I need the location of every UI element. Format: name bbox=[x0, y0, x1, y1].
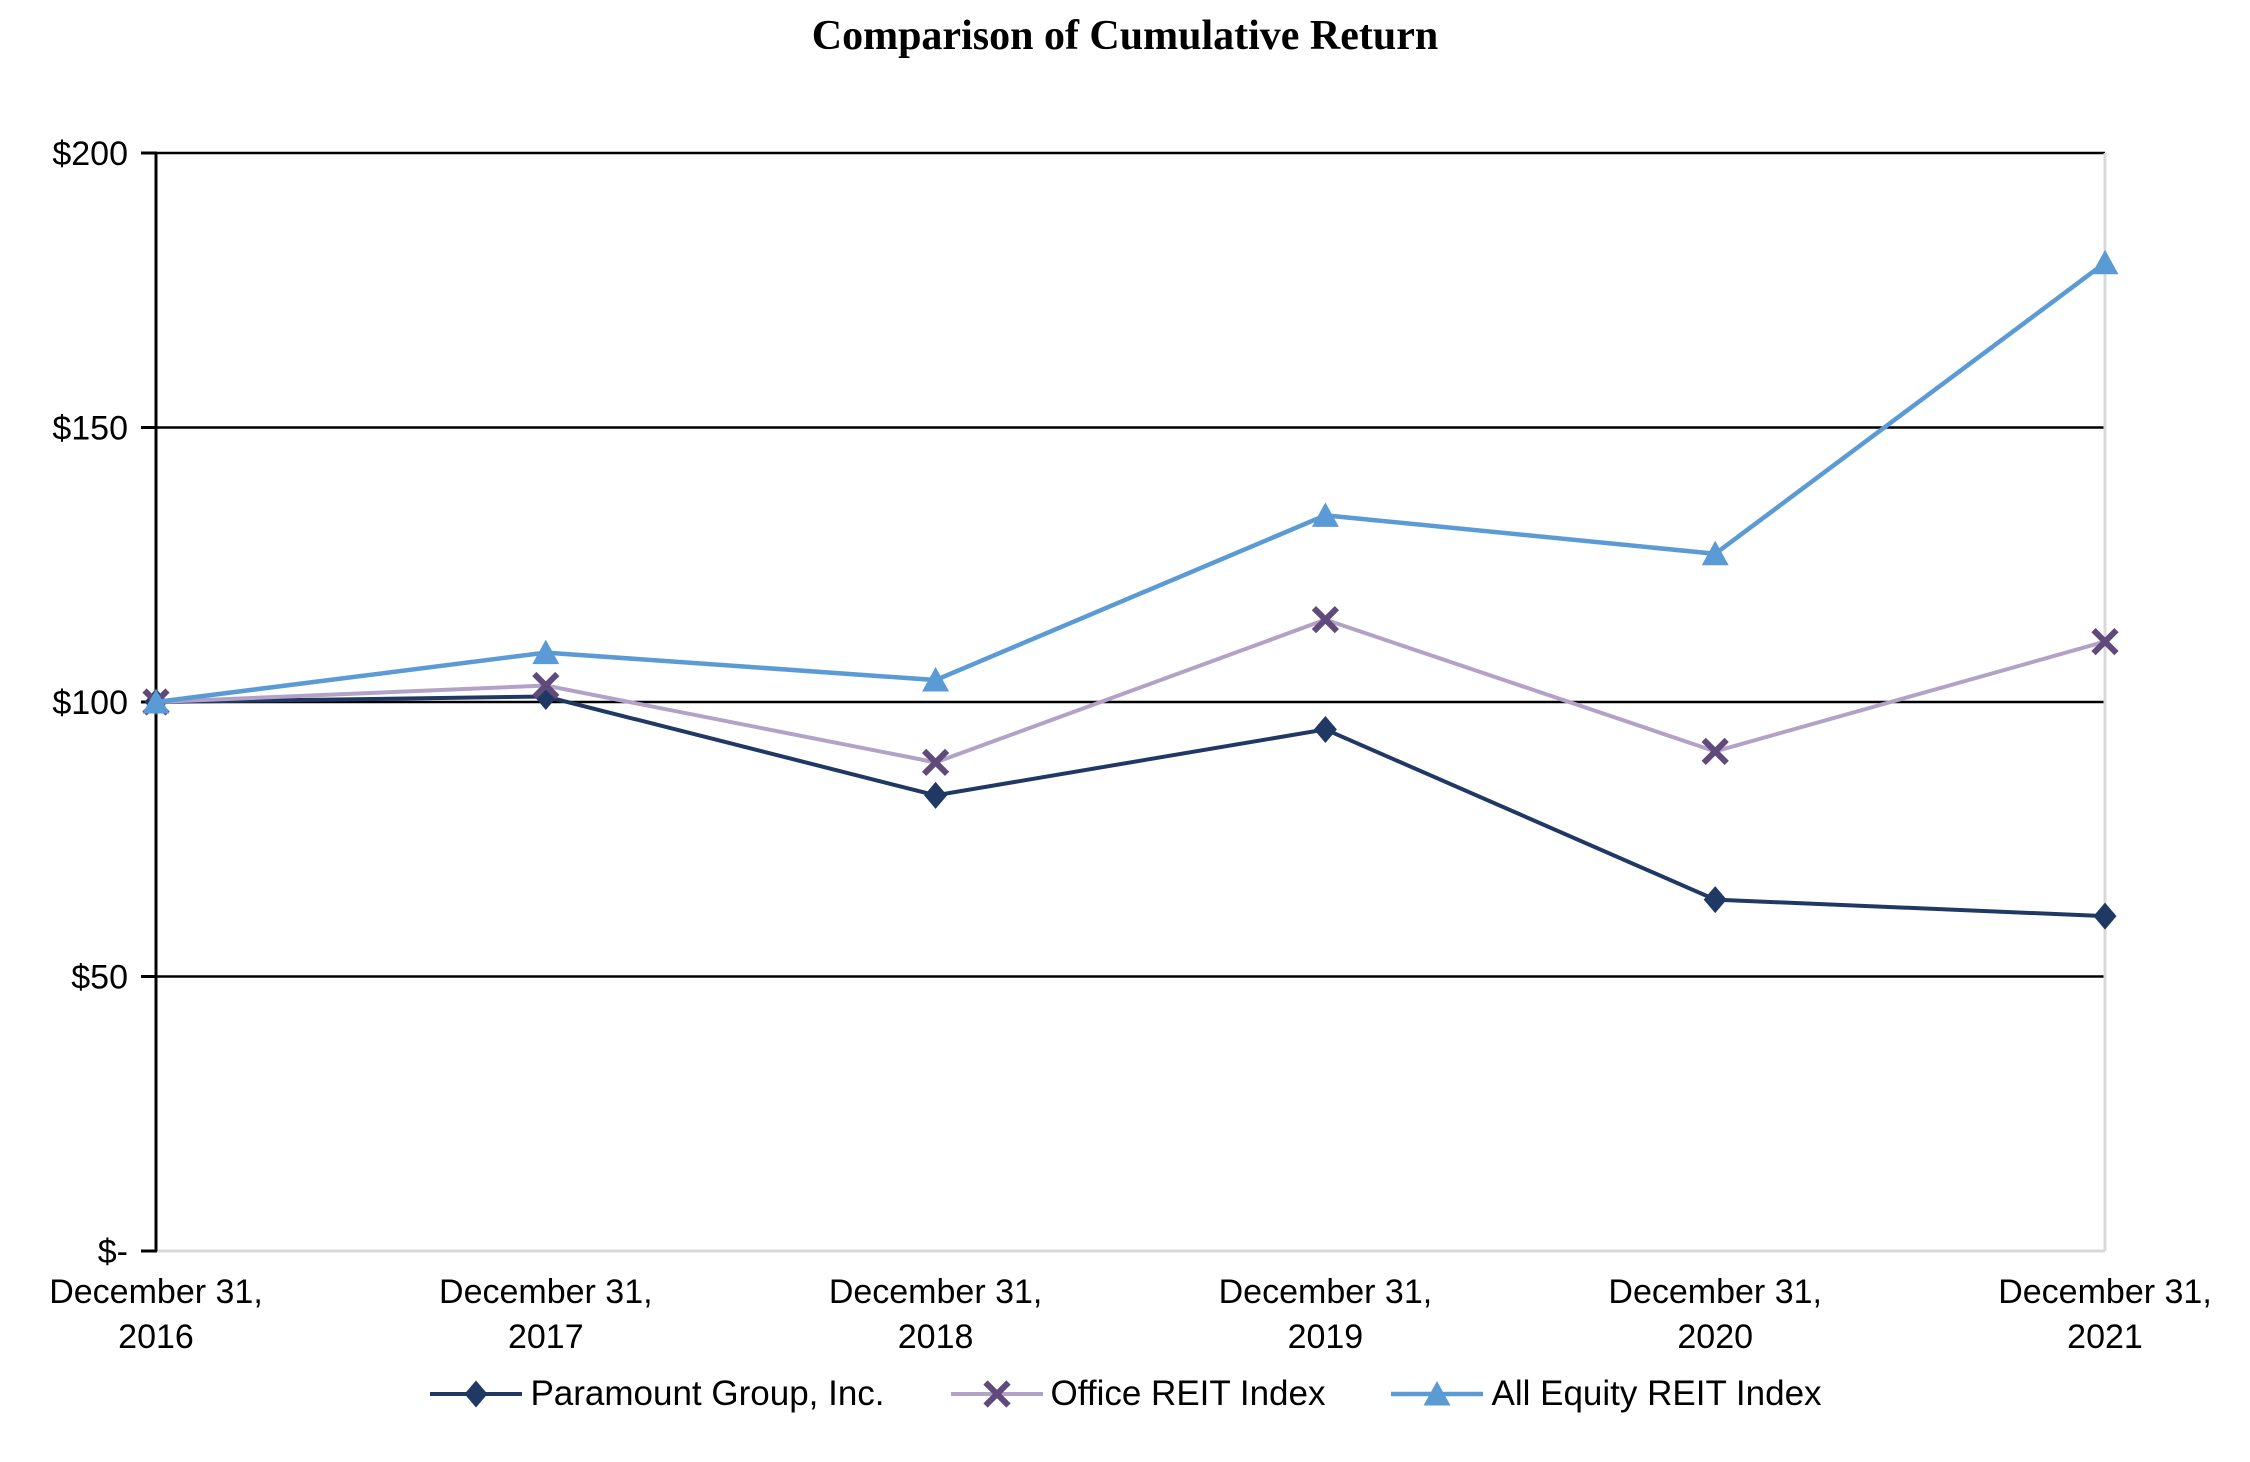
series-all-equity-reit-index bbox=[142, 249, 2119, 714]
gridlines bbox=[156, 151, 2105, 978]
y-tick-label: $100 bbox=[52, 684, 128, 722]
x-tick-label: December 31, 2016 bbox=[49, 1273, 263, 1356]
y-axis-labels: $- $50 $100 $150 $200 bbox=[52, 135, 128, 1271]
x-legend-marker bbox=[950, 1380, 1043, 1408]
x-axis-labels: December 31, 2016 December 31, 2017 December… bbox=[49, 1273, 2212, 1356]
chart-title: Comparison of Cumulative Return bbox=[811, 13, 1439, 59]
x-icon bbox=[1701, 737, 1729, 766]
x-tick-label: December 31, 2018 bbox=[829, 1273, 1043, 1356]
triangle-icon bbox=[1423, 1381, 1451, 1406]
legend-label: All Equity REIT Index bbox=[1491, 1374, 1822, 1413]
x-icon bbox=[921, 748, 950, 777]
legend-item-office-reit-index: Office REIT Index bbox=[949, 1372, 1326, 1416]
series-line-office-reit-index bbox=[155, 617, 2106, 765]
triangle-legend-marker bbox=[1391, 1381, 1484, 1406]
series-office-reit-index bbox=[142, 606, 2119, 777]
x-tick-label: December 31, 2019 bbox=[1219, 1273, 1433, 1356]
x-icon bbox=[532, 671, 560, 700]
triangle-icon bbox=[2091, 249, 2119, 275]
triangle-icon bbox=[532, 639, 560, 665]
series-line-all-equity-reit-index bbox=[155, 260, 2107, 705]
x-icon bbox=[982, 1380, 1011, 1408]
y-tick-label: $- bbox=[98, 1233, 128, 1271]
legend-label: Office REIT Index bbox=[1050, 1374, 1326, 1413]
triangle-icon bbox=[142, 689, 170, 714]
triangle-icon bbox=[1311, 502, 1339, 527]
legend-item-all-equity-reit-index: All Equity REIT Index bbox=[1389, 1372, 1822, 1416]
diamond-icon bbox=[1703, 886, 1727, 914]
diamond-icon bbox=[924, 781, 948, 809]
y-tick-label: $150 bbox=[52, 410, 128, 448]
triangle-icon bbox=[922, 667, 950, 692]
x-tick-label: December 31, 2017 bbox=[439, 1273, 653, 1356]
x-icon bbox=[1311, 606, 1340, 634]
x-icon bbox=[2091, 627, 2119, 656]
y-tick-label: $200 bbox=[52, 135, 128, 173]
diamond-icon bbox=[464, 1380, 488, 1408]
series-line-paramount-group-inc bbox=[155, 694, 2106, 919]
diamond-icon bbox=[2093, 902, 2117, 930]
diamond-icon bbox=[1313, 715, 1337, 743]
legend-label: Paramount Group, Inc. bbox=[530, 1374, 885, 1413]
triangle-icon bbox=[1701, 540, 1729, 566]
x-tick-label: December 31, 2020 bbox=[1608, 1273, 1822, 1356]
y-tick-label: $50 bbox=[71, 959, 128, 997]
chart-legend: Paramount Group, Inc. Office REIT Index Al… bbox=[0, 1372, 2250, 1416]
x-tick-label: December 31, 2021 bbox=[1998, 1273, 2212, 1356]
legend-item-paramount-group-inc: Paramount Group, Inc. bbox=[428, 1372, 885, 1416]
diamond-legend-marker bbox=[430, 1380, 523, 1408]
